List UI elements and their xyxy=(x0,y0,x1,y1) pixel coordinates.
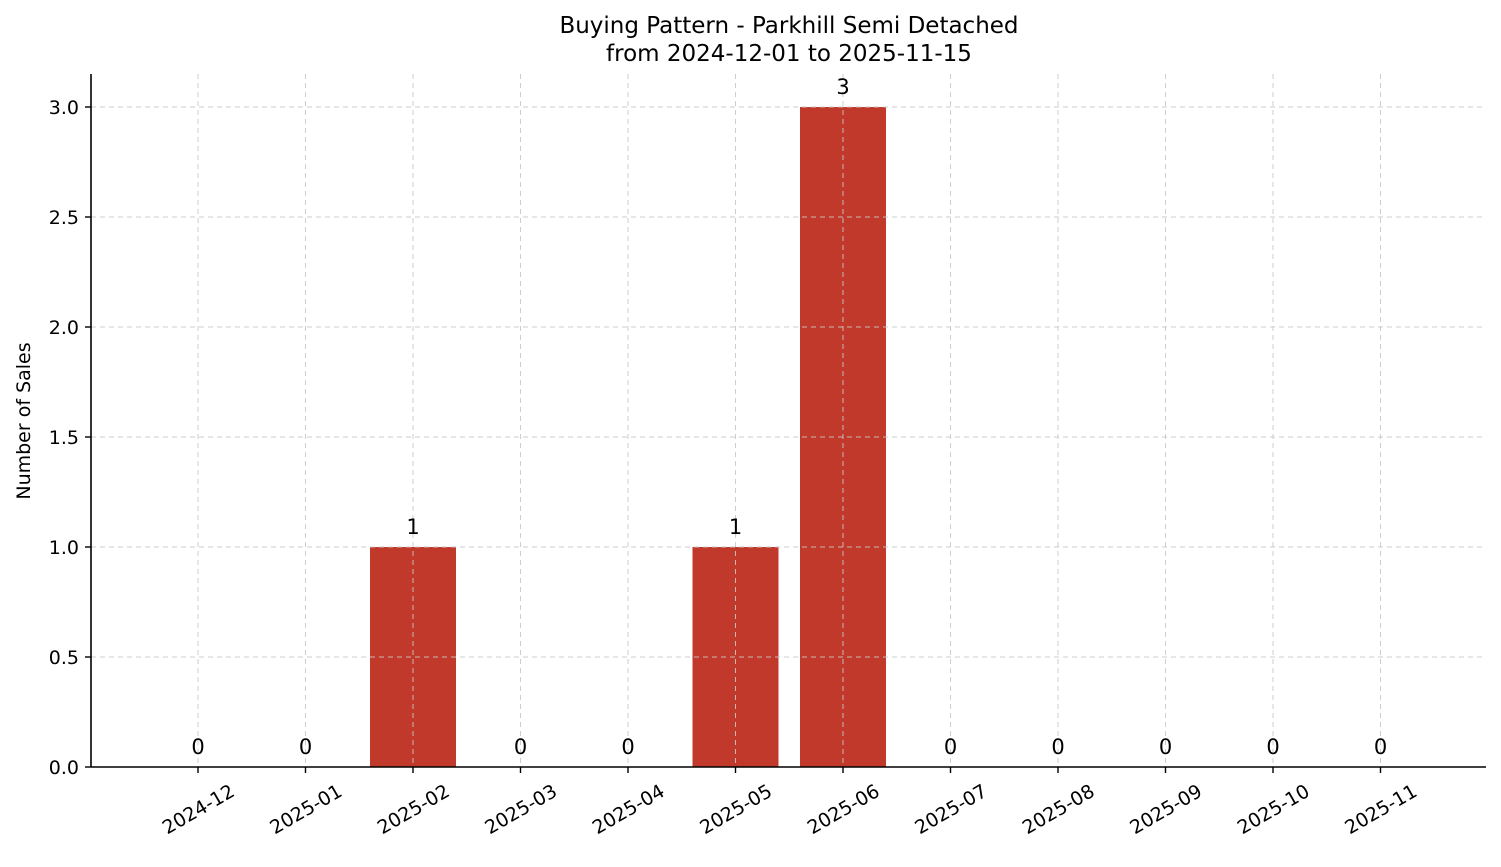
bar-2025-02 xyxy=(370,547,456,767)
bar-value-label: 0 xyxy=(191,735,204,759)
x-tick-label: 2025-08 xyxy=(1019,780,1099,839)
x-tick-label: 2025-09 xyxy=(1126,780,1206,839)
bar-value-label: 1 xyxy=(406,515,419,539)
bar-value-label: 3 xyxy=(836,75,849,99)
y-tick-label: 3.0 xyxy=(49,97,79,119)
y-tick-label: 1.5 xyxy=(49,427,79,449)
bar-value-label: 0 xyxy=(1051,735,1064,759)
bar-value-label: 0 xyxy=(514,735,527,759)
x-tick-label: 2025-04 xyxy=(589,780,669,839)
chart-title: Buying Pattern - Parkhill Semi Detached xyxy=(559,13,1018,39)
y-tick-label: 2.5 xyxy=(49,207,79,229)
x-tick-label: 2025-02 xyxy=(374,780,454,839)
bar-value-label: 0 xyxy=(1159,735,1172,759)
y-tick-label: 1.0 xyxy=(49,537,79,559)
x-tick-label: 2025-06 xyxy=(804,780,884,839)
grid-layer xyxy=(91,74,1486,768)
x-tick-label: 2025-10 xyxy=(1234,780,1314,839)
y-axis-label: Number of Sales xyxy=(13,342,35,499)
x-tick-label: 2025-07 xyxy=(911,780,991,839)
bar-value-label: 0 xyxy=(1266,735,1279,759)
x-tick-label: 2025-05 xyxy=(696,780,776,839)
axes-layer xyxy=(85,74,1486,773)
x-tick-label: 2025-11 xyxy=(1341,780,1421,839)
y-tick-label: 2.0 xyxy=(49,317,79,339)
x-tick-label: 2025-03 xyxy=(481,780,561,839)
x-tick-label: 2024-12 xyxy=(159,780,239,839)
chart-subtitle: from 2024-12-01 to 2025-11-15 xyxy=(606,41,972,67)
bar-value-label: 0 xyxy=(621,735,634,759)
y-tick-label: 0.0 xyxy=(49,757,79,779)
bar-value-label: 1 xyxy=(729,515,742,539)
bar-value-label: 0 xyxy=(944,735,957,759)
bars-layer xyxy=(91,74,1486,768)
bar-value-label: 0 xyxy=(299,735,312,759)
x-tick-label: 2025-01 xyxy=(266,780,346,839)
bar-value-label: 0 xyxy=(1374,735,1387,759)
y-tick-label: 0.5 xyxy=(49,647,79,669)
